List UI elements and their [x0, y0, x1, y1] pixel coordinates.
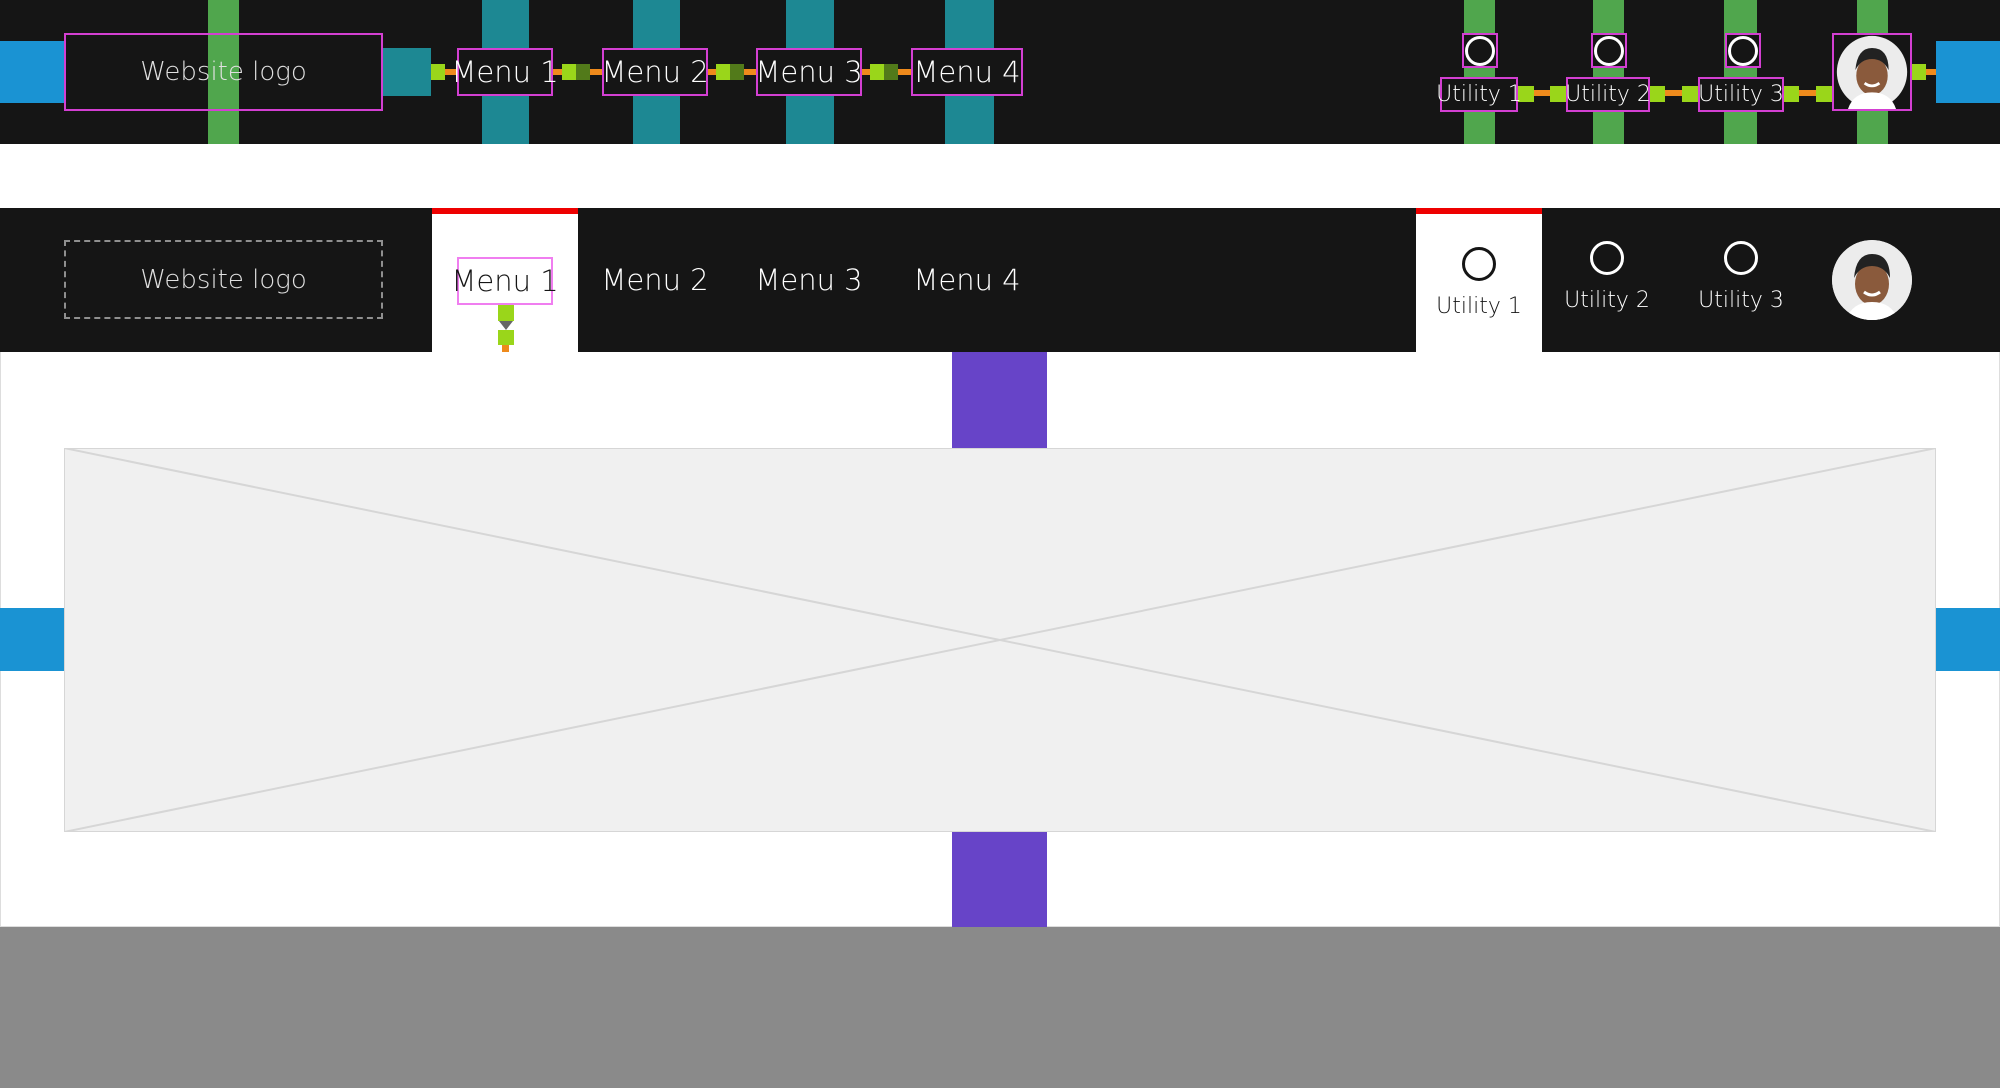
utility-3-label: Utility 3	[1698, 287, 1784, 313]
gap-connector	[1518, 90, 1832, 96]
footer-region	[0, 927, 2000, 1088]
utility-item-2[interactable]: Utility 2	[1542, 208, 1672, 352]
utility-item-1[interactable]: Utility 1	[1416, 208, 1542, 352]
gap-connector	[716, 64, 730, 80]
spacing-marker	[383, 48, 431, 96]
nav-item-menu-3[interactable]: Menu 3	[755, 263, 863, 297]
utility-3-annotated: Utility 3	[1698, 77, 1784, 112]
circle-icon	[1724, 241, 1758, 275]
menu-3-annotated: Menu 3	[755, 48, 863, 96]
avatar-annotated	[1832, 33, 1912, 111]
spacing-marker	[0, 608, 64, 671]
utility-1-annotated: Utility 1	[1436, 77, 1522, 112]
circle-icon	[1590, 241, 1624, 275]
caret-down-icon	[499, 321, 513, 330]
gap-connector	[1912, 64, 1926, 80]
gap-connector	[730, 64, 744, 80]
gap-connector	[870, 64, 884, 80]
website-logo[interactable]: Website logo	[64, 240, 383, 319]
gap-connector	[1550, 86, 1566, 102]
spacing-marker	[1464, 0, 1495, 144]
spacing-marker	[208, 0, 239, 144]
utility-2-label: Utility 2	[1564, 287, 1650, 313]
circle-icon	[1462, 247, 1496, 281]
user-avatar-icon	[1836, 35, 1908, 109]
gap-connector	[1783, 86, 1799, 102]
circle-icon	[1591, 33, 1627, 68]
menu-2-annotated: Menu 2	[601, 48, 709, 96]
gap-connector	[1518, 86, 1534, 102]
utility-1-label: Utility 1	[1436, 293, 1522, 319]
gap-connector	[1649, 86, 1665, 102]
site-header	[0, 208, 2000, 352]
spacing-marker	[952, 352, 1047, 448]
user-avatar[interactable]	[1832, 240, 1912, 320]
nav-item-menu-4[interactable]: Menu 4	[913, 263, 1021, 297]
user-avatar-icon	[1832, 240, 1912, 320]
nav-item-menu-2[interactable]: Menu 2	[601, 263, 709, 297]
focus-marker	[498, 305, 514, 321]
focus-marker	[502, 345, 509, 352]
spacing-marker	[952, 832, 1047, 927]
spacing-marker	[1593, 0, 1624, 144]
utility-item-3[interactable]: Utility 3	[1672, 208, 1810, 352]
spacing-marker	[1724, 0, 1757, 144]
website-logo-annotated: Website logo	[64, 33, 383, 111]
menu-1-label: Menu 1	[451, 257, 559, 305]
placeholder-cross-icon	[63, 447, 1937, 833]
menu-4-annotated: Menu 4	[911, 48, 1023, 96]
menu-1-annotated: Menu 1	[451, 48, 559, 96]
gap-connector	[431, 64, 445, 80]
gap-connector	[562, 64, 576, 80]
spacing-marker	[0, 41, 64, 103]
gap-connector	[884, 64, 898, 80]
image-placeholder	[63, 447, 1937, 833]
circle-icon	[1725, 33, 1761, 68]
gap-connector	[1682, 86, 1698, 102]
spacing-marker	[1936, 41, 2000, 103]
utility-2-annotated: Utility 2	[1565, 77, 1651, 112]
focus-marker	[498, 330, 514, 345]
circle-icon	[1462, 33, 1498, 68]
gap-connector	[576, 64, 590, 80]
gap-connector	[1816, 86, 1832, 102]
spacing-marker	[1936, 608, 2000, 671]
